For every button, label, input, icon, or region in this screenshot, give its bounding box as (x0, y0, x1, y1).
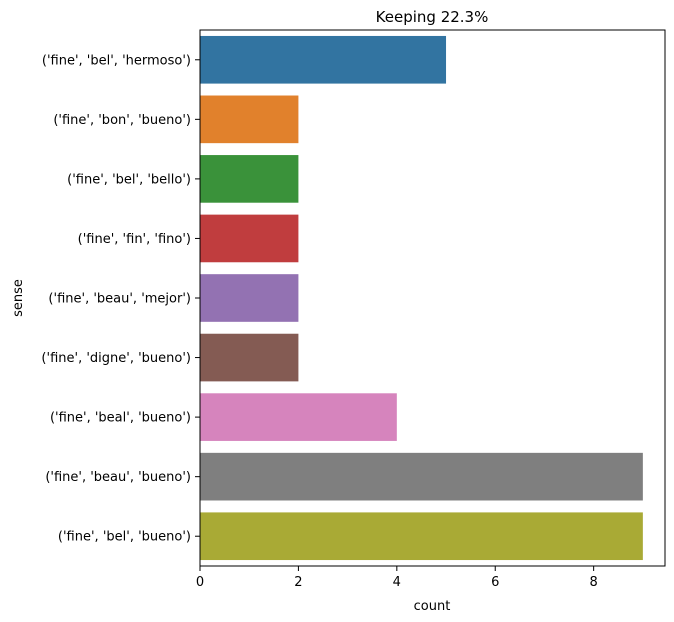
bar (200, 214, 299, 263)
y-tick-layer: ('fine', 'bel', 'hermoso') ('fine', 'bon'… (41, 53, 200, 545)
x-tick-label: 8 (590, 575, 598, 590)
chart-title: Keeping 22.3% (376, 8, 489, 26)
y-tick-label: ('fine', 'beau', 'bueno') (45, 470, 191, 485)
bar (200, 452, 643, 501)
y-tick-label: ('fine', 'bel', 'bello') (67, 172, 191, 187)
bar (200, 95, 299, 144)
x-tick-label: 0 (196, 575, 204, 590)
y-axis-label: sense (11, 279, 26, 317)
y-tick-label: ('fine', 'bon', 'bueno') (53, 113, 191, 128)
bar (200, 512, 643, 561)
y-tick-label: ('fine', 'beal', 'bueno') (50, 411, 191, 426)
y-tick-label: ('fine', 'bel', 'hermoso') (42, 53, 191, 68)
bar (200, 333, 299, 382)
y-tick-label: ('fine', 'beau', 'mejor') (48, 292, 191, 307)
y-tick-label: ('fine', 'bel', 'bueno') (58, 530, 191, 545)
y-tick-label: ('fine', 'digne', 'bueno') (41, 351, 191, 366)
bar (200, 155, 299, 203)
x-tick-layer: 0 2 4 6 8 (196, 566, 598, 590)
plot-frame (199, 29, 666, 567)
x-axis-label: count (414, 599, 451, 614)
bar (200, 393, 397, 441)
x-tick-label: 4 (393, 575, 401, 590)
bars-layer (200, 35, 643, 561)
bar (200, 274, 299, 322)
y-tick-label: ('fine', 'fin', 'fino') (78, 232, 191, 247)
x-tick-label: 2 (294, 575, 302, 590)
bar (200, 35, 447, 84)
x-tick-label: 6 (491, 575, 499, 590)
